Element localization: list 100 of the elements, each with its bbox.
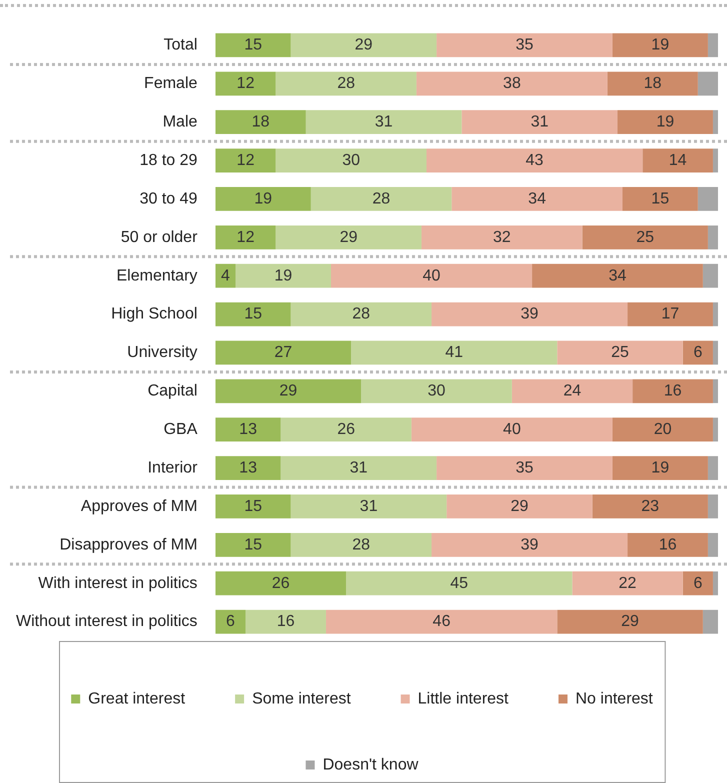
bar [215,72,276,96]
data-label: 34 [608,267,626,284]
data-label: 24 [563,382,582,400]
bar [290,302,432,326]
data-label: 15 [651,190,670,208]
bar [712,340,718,365]
bar [446,494,592,518]
data-label: 19 [651,36,670,54]
data-label: 16 [658,536,677,554]
bar [708,33,718,58]
data-label: 32 [492,228,511,246]
bar [592,494,708,518]
data-label: 39 [520,306,539,323]
data-label: 30 [428,382,446,400]
data-label: 38 [503,75,521,92]
data-label: 25 [636,228,654,246]
y-tick-label: With interest in politics [38,574,198,592]
bar [215,532,291,557]
bar [280,456,437,480]
y-tick-label: Without interest in politics [16,613,198,630]
legend-label: Little interest [418,690,510,708]
data-label: 41 [445,344,464,362]
data-label: 15 [244,306,262,323]
bar [276,72,416,96]
bar [632,379,713,404]
legend-label: Some interest [252,690,352,708]
bar [416,72,608,96]
bar [698,72,718,96]
bar [310,187,452,211]
data-label: 40 [422,267,441,284]
bar [682,340,713,365]
data-label: 18 [644,75,662,92]
bar [290,494,447,518]
data-label: 12 [236,75,255,92]
y-tick-label: Female [144,75,198,92]
bar [436,456,612,480]
data-label: 6 [693,574,702,592]
bar [215,610,246,634]
bar [326,610,558,634]
legend-label: Doesn't know [322,756,419,774]
bar [215,494,291,518]
data-label: 16 [664,382,682,400]
bar [452,187,623,211]
bar [215,571,346,596]
bar [628,302,713,326]
bar [215,302,291,326]
bar [708,494,718,518]
bar [215,110,306,134]
data-label: 35 [516,36,534,54]
bar [346,571,572,596]
data-label: 27 [274,344,292,362]
bar [712,148,718,172]
bar [215,148,276,172]
bar [708,225,718,250]
data-label: 15 [244,36,262,54]
data-label: 31 [530,114,549,130]
data-label: 26 [337,421,356,438]
data-label: 4 [221,267,230,284]
data-label: 29 [621,613,640,630]
data-label: 28 [352,306,370,323]
data-label: 26 [272,574,290,592]
data-label: 45 [450,574,468,592]
data-label: 20 [654,421,672,438]
bar [290,33,437,58]
bar [462,110,618,134]
y-tick-label: Disapproves of MM [60,536,198,554]
bar [421,225,582,250]
bar [628,532,708,557]
bar [708,532,718,557]
data-label: 28 [337,75,356,92]
bar [215,33,291,58]
bar [702,264,718,288]
y-tick-label: 30 to 49 [140,190,198,208]
data-label: 22 [618,574,637,592]
data-label: 15 [244,498,262,515]
legend-label: No interest [575,690,654,708]
data-label: 39 [520,536,539,554]
data-label: 40 [503,421,521,438]
bar [712,302,718,326]
bar [682,571,713,596]
data-label: 13 [239,459,258,476]
data-label: 43 [526,152,544,169]
bar [712,110,718,134]
y-tick-label: 50 or older [120,228,198,246]
y-tick-label: Total [164,36,198,54]
data-label: 31 [360,498,378,515]
data-label: 31 [350,459,368,476]
bar [572,571,683,596]
bar [361,379,512,404]
bar [351,340,558,365]
data-label: 12 [236,228,255,246]
bar [642,148,713,172]
bar [512,379,633,404]
data-label: 29 [340,228,358,246]
bar [607,72,698,96]
bar [306,110,462,134]
bar [246,610,326,634]
bar [712,571,718,596]
data-label: 25 [611,344,629,362]
bar [708,456,718,480]
